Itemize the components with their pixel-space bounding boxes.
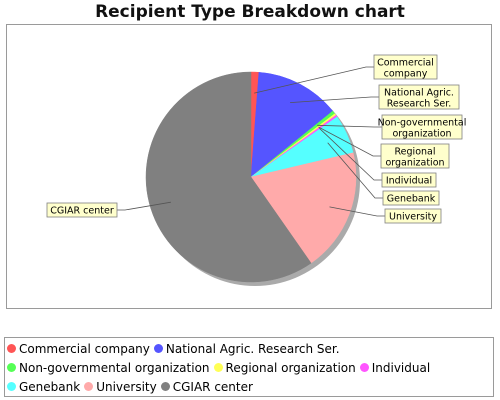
slice-label-regional-organization-line-1: Regional — [395, 147, 436, 158]
legend-label-non-governmental-organization: Non-governmental organization — [19, 361, 210, 375]
label-box-cgiar-center — [46, 202, 118, 218]
legend-item-individual: Individual — [359, 359, 431, 378]
leader-line-individual — [319, 128, 382, 181]
legend-item-commercial-company: Commercial company — [7, 340, 150, 359]
label-box-regional-organization — [380, 143, 450, 169]
legend-label-national-agric-research-ser: National Agric. Research Ser. — [165, 342, 340, 356]
slice-label-cgiar-center-line-1: CGIAR center — [50, 206, 114, 217]
legend-label-individual: Individual — [371, 361, 431, 375]
leader-line-university — [329, 206, 385, 217]
label-box-genebank — [382, 190, 440, 206]
slice-label-non-governmental-organization-line-2: organization — [392, 129, 451, 140]
label-box-individual — [381, 172, 437, 188]
slice-label-regional-organization-line-2: organization — [385, 158, 444, 169]
leader-line-non-governmental-organization — [317, 124, 382, 128]
label-box-university — [384, 208, 442, 224]
label-box-commercial-company — [373, 54, 438, 80]
slice-label-university-line-1: University — [389, 212, 437, 223]
chart-title: Recipient Type Breakdown chart — [95, 2, 405, 22]
leader-line-genebank — [327, 142, 383, 199]
slice-label-commercial-company-line-1: Commercial — [377, 58, 434, 69]
legend-item-non-governmental-organization: Non-governmental organization — [7, 359, 210, 378]
leader-line-regional-organization — [318, 126, 381, 157]
legend-swatch-university — [84, 382, 94, 391]
legend-label-regional-organization: Regional organization — [225, 361, 356, 375]
legend: Commercial company National Agric. Resear… — [4, 337, 494, 397]
slice-label-national-agric-research-ser-line-2: Research Ser. — [387, 99, 452, 110]
label-box-non-governmental-organization — [381, 114, 463, 140]
slice-label-non-governmental-organization-line-1: Non-governmental — [378, 118, 467, 129]
leader-line-cgiar-center — [117, 201, 171, 211]
label-box-national-agric-research-ser — [378, 84, 460, 110]
slice-label-national-agric-research-ser-line-1: National Agric. — [384, 88, 454, 99]
pie-slice-cgiar-center — [145, 71, 312, 283]
leader-line-national-agric-research-ser — [290, 96, 379, 103]
plot-area: Commercial company National Agric. Research… — [6, 24, 492, 309]
legend-label-cgiar-center: CGIAR center — [172, 380, 253, 394]
legend-swatch-national-agric-research-ser — [153, 344, 163, 353]
legend-label-genebank: Genebank — [19, 380, 81, 394]
pie-slice-national-agric-research-ser — [250, 72, 334, 178]
legend-item-regional-organization: Regional organization — [213, 359, 356, 378]
legend-item-national-agric-research-ser: National Agric. Research Ser. — [153, 340, 340, 359]
legend-item-university: University — [84, 378, 157, 397]
legend-item-cgiar-center: CGIAR center — [160, 378, 253, 397]
legend-swatch-genebank — [7, 382, 16, 391]
legend-swatch-non-governmental-organization — [7, 363, 16, 372]
legend-swatch-regional-organization — [213, 363, 223, 372]
legend-label-university: University — [96, 380, 157, 394]
legend-swatch-commercial-company — [7, 344, 16, 353]
slice-label-genebank-line-1: Genebank — [387, 194, 436, 205]
leader-line-commercial-company — [254, 66, 374, 94]
slice-label-individual-line-1: Individual — [386, 176, 432, 187]
slice-label-commercial-company-line-2: company — [384, 69, 428, 80]
legend-swatch-cgiar-center — [160, 382, 170, 391]
legend-label-commercial-company: Commercial company — [19, 342, 150, 356]
legend-item-genebank: Genebank — [7, 378, 80, 397]
legend-swatch-individual — [359, 363, 369, 372]
